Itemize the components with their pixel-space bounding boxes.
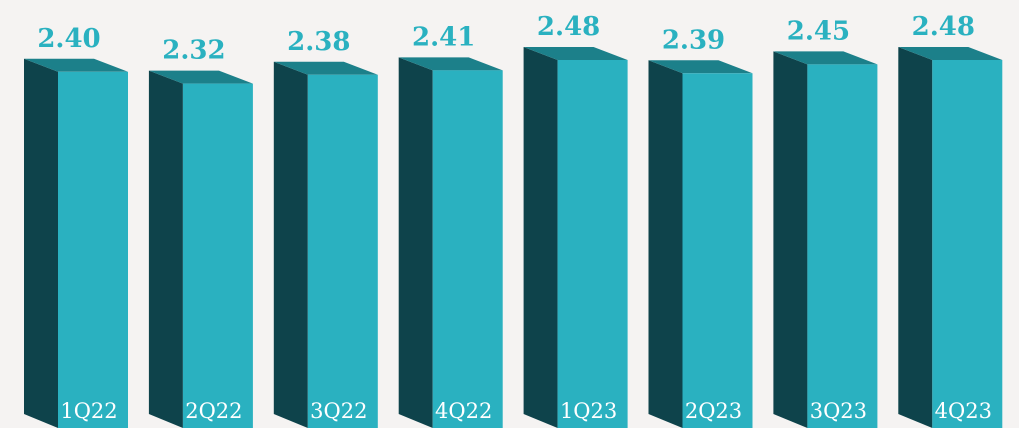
category-label: 1Q22 — [60, 399, 117, 423]
bar-top-face — [648, 60, 753, 74]
bar-top-face — [398, 57, 503, 71]
category-label: 4Q22 — [435, 399, 492, 423]
bar-1q23: 2.48 1Q23 — [523, 12, 628, 428]
bar-front-face — [932, 60, 1003, 428]
bar-3q23: 2.45 3Q23 — [773, 16, 878, 428]
bar-front-face — [807, 64, 878, 428]
bar-top-face — [273, 61, 378, 75]
bar-top-face — [24, 58, 128, 72]
bar-4q23: 2.48 4Q23 — [898, 12, 1003, 428]
bar-2q22: 2.32 2Q22 — [148, 36, 253, 428]
bar-side-face — [523, 47, 558, 428]
bar-front-face — [58, 71, 128, 428]
value-label: 2.39 — [662, 25, 725, 55]
bar-side-face — [898, 47, 933, 428]
value-label: 2.40 — [37, 24, 100, 54]
category-label: 3Q22 — [310, 399, 367, 423]
bar-side-face — [148, 70, 183, 428]
category-label: 2Q23 — [685, 399, 742, 423]
value-label: 2.48 — [912, 12, 975, 42]
bar-top-face — [523, 47, 628, 60]
bar-3q22: 2.38 3Q22 — [273, 27, 378, 428]
bar-side-face — [24, 58, 58, 428]
bar-side-face — [773, 51, 808, 428]
bar-front-face — [682, 73, 753, 428]
bar-top-face — [898, 47, 1003, 60]
value-label: 2.48 — [537, 12, 600, 42]
bar-top-face — [773, 51, 878, 65]
category-label: 4Q23 — [935, 399, 992, 423]
bar-4q22: 2.41 4Q22 — [398, 22, 503, 428]
bar-front-face — [307, 74, 378, 428]
category-label: 3Q23 — [810, 399, 867, 423]
value-label: 2.45 — [787, 16, 850, 46]
bar-2q23: 2.39 2Q23 — [648, 25, 753, 428]
bar-1q22: 2.40 1Q22 — [24, 24, 128, 428]
bar-top-face — [148, 70, 253, 84]
bar-front-face — [432, 70, 503, 428]
value-label: 2.41 — [412, 22, 475, 52]
bar-side-face — [398, 57, 433, 428]
bar-side-face — [648, 60, 683, 428]
bar-side-face — [273, 61, 308, 428]
category-label: 1Q23 — [560, 399, 617, 423]
value-label: 2.32 — [162, 36, 225, 66]
bar-front-face — [557, 60, 628, 428]
value-label: 2.38 — [287, 27, 350, 57]
bar-front-face — [182, 83, 253, 428]
category-label: 2Q22 — [185, 399, 242, 423]
